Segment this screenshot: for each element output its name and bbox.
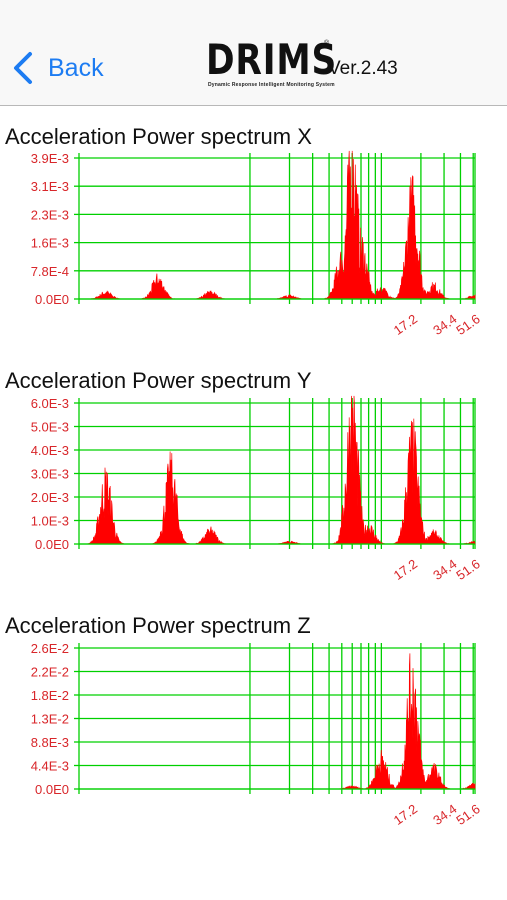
drims-logo: DRIMS ® Dynamic Response Intelligent Mon… [206,38,336,92]
brand-name: DRIMS [206,35,338,84]
spectrum-series [79,395,476,545]
y-tick-label: 3.9E-3 [31,151,69,166]
brand-tagline: Dynamic Response Intelligent Monitoring … [208,82,335,88]
x-tick-label: 51.6 [453,311,482,338]
y-tick-label: 7.8E-4 [31,264,69,279]
y-tick-label: 2.0E-3 [31,490,69,505]
version-label: Ver.2.43 [328,58,398,79]
navigation-bar: Back DRIMS ® Dynamic Response Intelligen… [0,0,507,106]
y-tick-label: 2.6E-2 [31,641,69,656]
y-tick-label: 4.4E-3 [31,759,69,774]
chart-title-x: Acceleration Power spectrum X [5,124,312,149]
y-tick-label: 3.0E-3 [31,467,69,482]
y-tick-label: 2.2E-2 [31,665,69,680]
y-tick-label: 0.0E0 [35,292,69,307]
spectrum-chart-z: 0.0E0 4.4E-3 8.8E-3 1.3E-2 1.8E-2 2.2E-2 2.6E-… [31,641,483,828]
y-tick-label: 1.8E-2 [31,688,69,703]
y-tick-label: 1.3E-2 [31,712,69,727]
trademark-mark: ® [324,40,330,47]
x-tick-label: 17.2 [391,556,420,583]
y-tick-label: 4.0E-3 [31,443,69,458]
y-tick-label: 0.0E0 [35,537,69,552]
back-label: Back [48,53,104,82]
y-tick-label: 0.0E0 [35,782,69,797]
chevron-left-icon [14,52,32,84]
spectrum-series [79,653,476,790]
x-tick-label: 17.2 [391,311,420,338]
spectrum-series [79,150,476,300]
y-tick-label: 8.8E-3 [31,735,69,750]
x-tick-label: 17.2 [391,801,420,828]
y-tick-label: 2.3E-3 [31,207,69,222]
x-tick-label: 51.6 [453,801,482,828]
spectrum-chart-y: 0.0E0 1.0E-3 2.0E-3 3.0E-3 4.0E-3 5.0E-3 6.0E-… [31,395,483,583]
y-tick-label: 5.0E-3 [31,420,69,435]
x-tick-label: 51.6 [453,556,482,583]
y-tick-label: 1.0E-3 [31,514,69,529]
chart-title-y: Acceleration Power spectrum Y [5,368,312,393]
chart-title-z: Acceleration Power spectrum Z [5,613,311,638]
y-tick-label: 3.1E-3 [31,179,69,194]
y-tick-label: 1.6E-3 [31,236,69,251]
y-tick-label: 6.0E-3 [31,396,69,411]
back-button[interactable]: Back [12,50,104,86]
